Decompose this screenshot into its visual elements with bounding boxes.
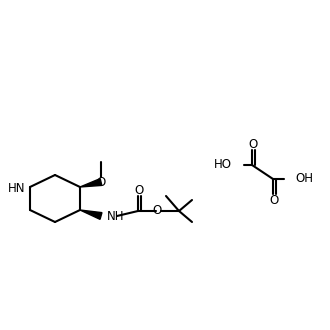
Text: O: O [248,138,258,150]
Text: HN: HN [8,182,25,194]
Text: O: O [152,205,162,217]
Polygon shape [80,210,102,219]
Text: O: O [269,193,279,207]
Polygon shape [80,179,102,187]
Text: OH: OH [295,173,313,185]
Text: O: O [96,176,106,188]
Text: O: O [134,183,144,196]
Text: NH: NH [107,210,124,222]
Text: HO: HO [214,158,232,172]
